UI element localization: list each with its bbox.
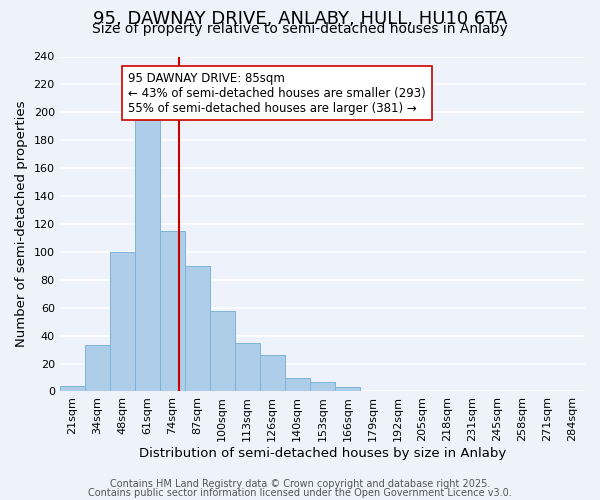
Bar bbox=[210, 310, 235, 392]
Bar bbox=[310, 382, 335, 392]
Bar bbox=[185, 266, 210, 392]
Bar bbox=[85, 346, 110, 392]
Bar bbox=[260, 355, 285, 392]
Text: 95, DAWNAY DRIVE, ANLABY, HULL, HU10 6TA: 95, DAWNAY DRIVE, ANLABY, HULL, HU10 6TA bbox=[93, 10, 507, 28]
Y-axis label: Number of semi-detached properties: Number of semi-detached properties bbox=[15, 100, 28, 347]
Bar bbox=[160, 231, 185, 392]
Bar bbox=[110, 252, 135, 392]
Text: Contains public sector information licensed under the Open Government Licence v3: Contains public sector information licen… bbox=[88, 488, 512, 498]
Text: 95 DAWNAY DRIVE: 85sqm
← 43% of semi-detached houses are smaller (293)
55% of se: 95 DAWNAY DRIVE: 85sqm ← 43% of semi-det… bbox=[128, 72, 426, 114]
X-axis label: Distribution of semi-detached houses by size in Anlaby: Distribution of semi-detached houses by … bbox=[139, 447, 506, 460]
Bar bbox=[235, 342, 260, 392]
Text: Size of property relative to semi-detached houses in Anlaby: Size of property relative to semi-detach… bbox=[92, 22, 508, 36]
Bar bbox=[335, 388, 360, 392]
Bar bbox=[135, 112, 160, 392]
Text: Contains HM Land Registry data © Crown copyright and database right 2025.: Contains HM Land Registry data © Crown c… bbox=[110, 479, 490, 489]
Bar bbox=[285, 378, 310, 392]
Bar bbox=[59, 386, 85, 392]
